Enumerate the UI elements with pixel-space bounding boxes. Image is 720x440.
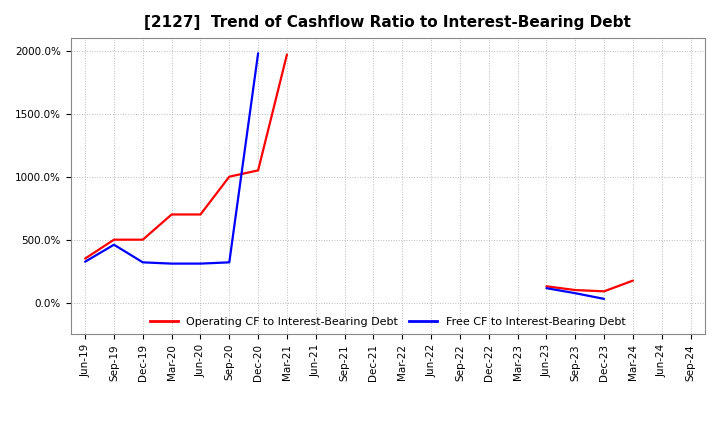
Legend: Operating CF to Interest-Bearing Debt, Free CF to Interest-Bearing Debt: Operating CF to Interest-Bearing Debt, F… bbox=[145, 313, 630, 332]
Title: [2127]  Trend of Cashflow Ratio to Interest-Bearing Debt: [2127] Trend of Cashflow Ratio to Intere… bbox=[145, 15, 631, 30]
